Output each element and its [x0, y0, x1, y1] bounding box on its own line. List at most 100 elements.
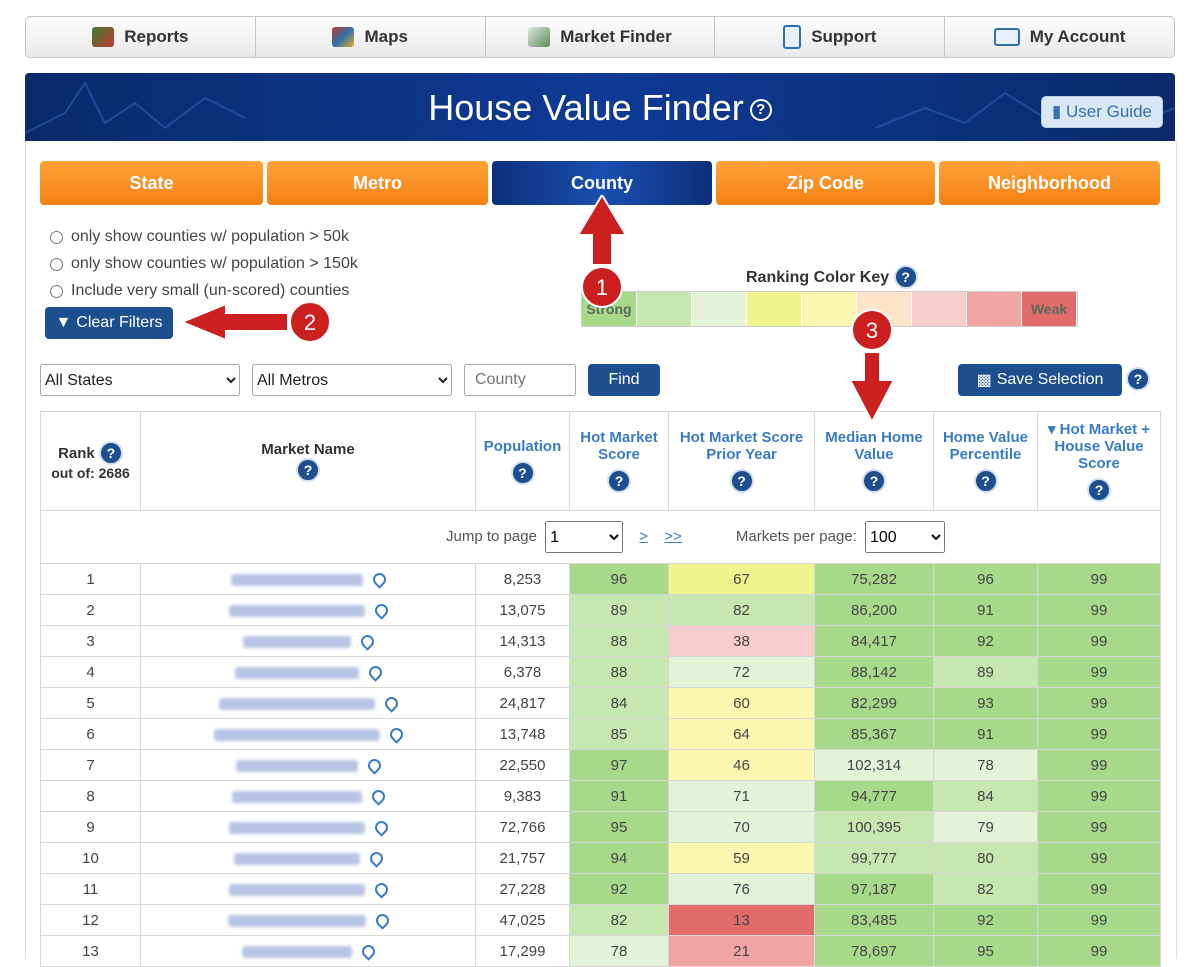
map-pin-icon[interactable]: [357, 632, 377, 651]
save-help-icon[interactable]: ?: [1126, 367, 1150, 391]
help-icon[interactable]: ?: [510, 460, 535, 485]
cell-market-name[interactable]: [140, 811, 476, 843]
cell-market-name[interactable]: [140, 563, 476, 595]
header-hot-market-score[interactable]: Hot Market Score?: [569, 411, 669, 511]
tab-neighborhood[interactable]: Neighborhood: [939, 161, 1160, 205]
market-name-redacted[interactable]: [231, 790, 362, 803]
state-select[interactable]: All States: [40, 364, 240, 396]
market-name-redacted[interactable]: [230, 573, 363, 586]
market-name-redacted[interactable]: [227, 914, 366, 927]
table-row[interactable]: 5 24,817 84 60 82,299 93 99: [40, 687, 1161, 719]
market-name-redacted[interactable]: [218, 697, 375, 710]
find-button[interactable]: Find: [588, 364, 660, 396]
table-row[interactable]: 2 13,075 89 82 86,200 91 99: [40, 594, 1161, 626]
market-name-redacted[interactable]: [242, 635, 351, 648]
table-row[interactable]: 9 72,766 95 70 100,395 79 99: [40, 811, 1161, 843]
header-median-home-value[interactable]: Median Home Value?: [814, 411, 934, 511]
radio-button[interactable]: [50, 230, 63, 244]
header-home-value-percentile[interactable]: Home Value Percentile?: [933, 411, 1038, 511]
per-page-select[interactable]: 100: [864, 521, 945, 553]
map-pin-icon[interactable]: [371, 880, 391, 899]
cell-market-name[interactable]: [140, 687, 476, 719]
cell-market-name[interactable]: [140, 594, 476, 626]
map-pin-icon[interactable]: [372, 911, 392, 930]
table-row[interactable]: 11 27,228 92 76 97,187 82 99: [40, 873, 1161, 905]
market-name-redacted[interactable]: [233, 852, 360, 865]
header-combined-score[interactable]: ▾ Hot Market + House Value Score?: [1037, 411, 1161, 511]
filter-pop-50k[interactable]: only show counties w/ population > 50k: [50, 228, 349, 246]
header-market-name[interactable]: Market Name?: [140, 411, 476, 511]
table-row[interactable]: 8 9,383 91 71 94,777 84 99: [40, 780, 1161, 812]
map-pin-icon[interactable]: [365, 663, 385, 682]
page-select[interactable]: 1: [545, 521, 624, 553]
cell-population: 24,817: [475, 687, 570, 719]
map-pin-icon[interactable]: [358, 942, 378, 961]
tab-zip-code[interactable]: Zip Code: [716, 161, 935, 205]
table-row[interactable]: 7 22,550 97 46 102,314 78 99: [40, 749, 1161, 781]
table-row[interactable]: 1 8,253 96 67 75,282 96 99: [40, 563, 1161, 595]
nav-reports[interactable]: Reports: [26, 17, 256, 57]
last-page-link[interactable]: >>: [664, 527, 682, 545]
help-icon[interactable]: ?: [862, 469, 886, 493]
map-pin-icon[interactable]: [364, 756, 384, 775]
help-icon[interactable]: ?: [1087, 478, 1111, 502]
nav-my-account[interactable]: My Account: [945, 17, 1174, 57]
help-icon[interactable]: ?: [296, 457, 320, 482]
cell-market-name[interactable]: [140, 749, 476, 781]
map-pin-icon[interactable]: [369, 570, 389, 589]
map-pin-icon[interactable]: [366, 849, 386, 868]
cell-market-name[interactable]: [140, 718, 476, 750]
market-name-redacted[interactable]: [241, 945, 352, 958]
map-pin-icon[interactable]: [381, 694, 401, 713]
cell-home-value-percentile: 78: [933, 749, 1038, 781]
radio-button[interactable]: [50, 257, 63, 271]
table-row[interactable]: 6 13,748 85 64 85,367 91 99: [40, 718, 1161, 750]
nav-support[interactable]: Support: [715, 17, 946, 57]
market-name-redacted[interactable]: [228, 821, 365, 834]
table-row[interactable]: 4 6,378 88 72 88,142 89 99: [40, 656, 1161, 688]
help-icon[interactable]: ?: [607, 469, 631, 493]
help-icon[interactable]: ?: [729, 469, 754, 493]
map-pin-icon[interactable]: [386, 725, 406, 744]
header-hot-market-prior-year[interactable]: Hot Market Score Prior Year?: [668, 411, 815, 511]
cell-market-name[interactable]: [140, 935, 476, 967]
radio-button[interactable]: [50, 284, 63, 298]
clear-filters-button[interactable]: ▼ Clear Filters: [45, 307, 173, 339]
cell-market-name[interactable]: [140, 780, 476, 812]
table-row[interactable]: 3 14,313 88 38 84,417 92 99: [40, 625, 1161, 657]
cell-rank: 10: [40, 842, 141, 874]
market-name-redacted[interactable]: [235, 759, 358, 772]
map-pin-icon[interactable]: [371, 601, 391, 620]
tab-state[interactable]: State: [40, 161, 263, 205]
filter-pop-150k[interactable]: only show counties w/ population > 150k: [50, 255, 358, 273]
market-name-redacted[interactable]: [228, 883, 365, 896]
cell-market-name[interactable]: [140, 873, 476, 905]
market-name-redacted[interactable]: [213, 728, 380, 741]
next-page-link[interactable]: >: [639, 527, 649, 545]
title-help-icon[interactable]: ?: [749, 99, 772, 122]
header-rank[interactable]: Rank ? out of: 2686: [40, 411, 141, 511]
color-key-help-icon[interactable]: ?: [893, 265, 918, 289]
user-guide-button[interactable]: ▮ User Guide: [1040, 96, 1163, 128]
help-icon[interactable]: ?: [98, 440, 123, 465]
cell-market-name[interactable]: [140, 656, 476, 688]
tab-metro[interactable]: Metro: [267, 161, 488, 205]
save-selection-button[interactable]: ▩ Save Selection: [958, 364, 1122, 396]
help-icon[interactable]: ?: [973, 469, 998, 493]
header-population[interactable]: Population?: [475, 411, 570, 511]
table-row[interactable]: 13 17,299 78 21 78,697 95 99: [40, 935, 1161, 967]
market-name-redacted[interactable]: [228, 604, 365, 617]
market-name-redacted[interactable]: [234, 666, 359, 679]
cell-market-name[interactable]: [140, 842, 476, 874]
nav-maps[interactable]: Maps: [256, 17, 486, 57]
map-pin-icon[interactable]: [371, 818, 391, 837]
cell-market-name[interactable]: [140, 625, 476, 657]
cell-market-name[interactable]: [140, 904, 476, 936]
nav-market-finder[interactable]: Market Finder: [486, 17, 716, 57]
filter-small-counties[interactable]: Include very small (un-scored) counties: [50, 282, 349, 300]
table-row[interactable]: 10 21,757 94 59 99,777 80 99: [40, 842, 1161, 874]
county-search-input[interactable]: [464, 364, 576, 396]
metro-select[interactable]: All Metros: [252, 364, 452, 396]
map-pin-icon[interactable]: [368, 787, 388, 806]
table-row[interactable]: 12 47,025 82 13 83,485 92 99: [40, 904, 1161, 936]
